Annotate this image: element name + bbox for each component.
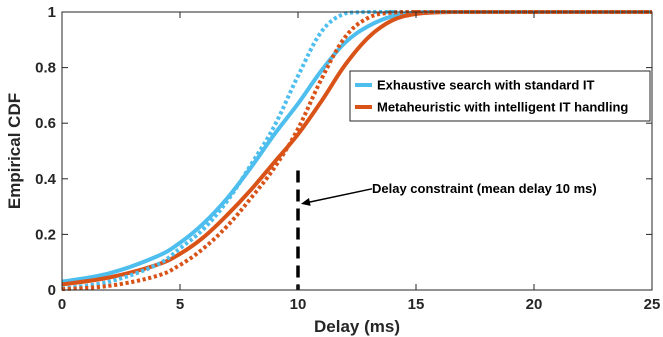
axes-layer: 0 5 10 15 20 25 0 0.2 0.4 0.6 0.8 1 <box>35 4 660 313</box>
x-tick-label: 25 <box>644 296 661 313</box>
y-tick-label: 0.2 <box>35 226 56 243</box>
y-tick-label: 0.8 <box>35 60 56 77</box>
x-tick-label: 0 <box>58 296 66 313</box>
legend-entry: Metaheuristic with intelligent IT handli… <box>377 100 628 115</box>
y-tick-label: 0 <box>48 282 56 299</box>
legend-entry: Exhaustive search with standard IT <box>377 78 595 93</box>
y-tick-label: 0.6 <box>35 115 56 132</box>
x-tick-label: 10 <box>290 296 307 313</box>
annotation-text: Delay constraint (mean delay 10 ms) <box>372 181 597 196</box>
plot-background <box>62 12 652 290</box>
annotation-arrow-shaft <box>306 188 373 204</box>
y-tick-label: 0.4 <box>35 171 57 188</box>
annotation-layer: Delay constraint (mean delay 10 ms) <box>296 170 597 290</box>
plot-area <box>62 12 652 290</box>
x-tick-label: 5 <box>176 296 184 313</box>
legend-box <box>349 70 651 122</box>
legend: Exhaustive search with standard IT Metahe… <box>349 70 651 122</box>
x-tick-label: 15 <box>408 296 425 313</box>
x-axis-label: Delay (ms) <box>314 317 400 336</box>
y-axis-label: Empirical CDF <box>5 93 24 209</box>
annotation-arrowhead <box>301 198 311 206</box>
axes-box <box>61 11 653 291</box>
y-tick-label: 1 <box>48 4 56 21</box>
x-tick-label: 20 <box>526 296 543 313</box>
